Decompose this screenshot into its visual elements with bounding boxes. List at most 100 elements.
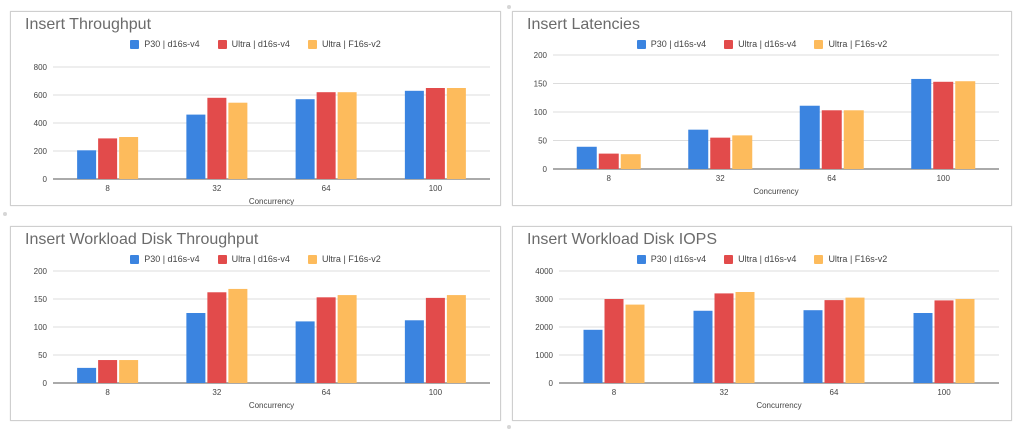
corner-dot xyxy=(507,5,511,9)
bar xyxy=(425,297,445,383)
legend-label: Ultra | d16s-v4 xyxy=(738,39,797,49)
legend-label: Ultra | F16s-v2 xyxy=(828,254,888,264)
bar xyxy=(404,320,424,383)
chart-title: Insert Workload Disk Throughput xyxy=(25,231,259,248)
legend-label: Ultra | F16s-v2 xyxy=(828,39,888,49)
bar xyxy=(732,135,753,169)
bar xyxy=(824,300,844,383)
x-tick-label: 8 xyxy=(105,388,110,397)
legend-swatch xyxy=(217,254,227,264)
bar xyxy=(845,297,865,383)
chart-plot: 0 50 100 150 200 8 32 64 100 Concurrency xyxy=(534,51,999,196)
legend-label: Ultra | d16s-v4 xyxy=(231,254,290,264)
bar xyxy=(688,129,709,169)
chart-plot: 0 200 400 600 800 8 32 64 100 Concurrency xyxy=(34,63,490,205)
legend-swatch xyxy=(130,254,140,264)
bar xyxy=(843,110,864,169)
y-tick-label: 50 xyxy=(38,351,47,360)
bar xyxy=(911,78,932,169)
x-tick-label: 32 xyxy=(720,388,729,397)
bar xyxy=(714,293,734,383)
x-tick-label: 8 xyxy=(612,388,617,397)
chart-panel-insert-latencies: Insert Latencies P30 | d16s-v4 Ultra | d… xyxy=(512,11,1012,206)
y-tick-label: 3000 xyxy=(535,295,553,304)
corner-dot xyxy=(3,212,7,216)
bar xyxy=(186,114,206,179)
bar xyxy=(583,329,603,383)
y-tick-label: 200 xyxy=(534,51,548,60)
legend-label: P30 | d16s-v4 xyxy=(650,39,707,49)
x-tick-label: 100 xyxy=(429,184,443,193)
bar xyxy=(404,90,424,179)
y-tick-label: 0 xyxy=(543,165,548,174)
bar xyxy=(735,292,755,383)
bar xyxy=(799,105,820,169)
legend-swatch xyxy=(130,39,140,49)
chart-legend: P30 | d16s-v4 Ultra | d16s-v4 Ultra | F1… xyxy=(11,254,500,264)
y-tick-label: 0 xyxy=(43,175,48,184)
bar xyxy=(625,304,645,383)
bar xyxy=(955,299,975,383)
chart-plot: 0 1000 2000 3000 4000 8 32 64 100 Concurrency xyxy=(535,267,999,410)
y-tick-label: 0 xyxy=(549,379,554,388)
bar xyxy=(576,146,597,169)
x-axis-title: Concurrency xyxy=(249,401,294,410)
bar xyxy=(186,313,206,383)
chart-legend: P30 | d16s-v4 Ultra | d16s-v4 Ultra | F1… xyxy=(513,254,1011,264)
x-tick-label: 64 xyxy=(322,184,331,193)
bar xyxy=(316,92,336,179)
x-tick-label: 32 xyxy=(212,388,221,397)
x-tick-label: 100 xyxy=(937,174,951,183)
y-tick-label: 0 xyxy=(43,379,48,388)
legend-label: Ultra | d16s-v4 xyxy=(231,39,290,49)
legend-swatch xyxy=(814,254,824,264)
chart-legend: P30 | d16s-v4 Ultra | d16s-v4 Ultra | F1… xyxy=(513,39,1011,49)
x-tick-label: 8 xyxy=(105,184,110,193)
bar xyxy=(425,88,445,179)
legend-item: Ultra | F16s-v2 xyxy=(307,39,381,49)
legend-swatch xyxy=(217,39,227,49)
x-tick-label: 100 xyxy=(937,388,951,397)
bar xyxy=(295,321,315,383)
y-tick-label: 200 xyxy=(34,267,48,276)
bar xyxy=(933,81,954,169)
y-tick-label: 100 xyxy=(34,323,48,332)
bar xyxy=(77,367,97,383)
legend-item: Ultra | d16s-v4 xyxy=(724,39,796,49)
chart-panel-disk-iops: Insert Workload Disk IOPS P30 | d16s-v4 … xyxy=(512,226,1012,421)
legend-swatch xyxy=(636,39,646,49)
y-tick-label: 150 xyxy=(534,80,548,89)
bar xyxy=(98,360,118,383)
bar xyxy=(228,102,248,179)
legend-label: Ultra | F16s-v2 xyxy=(321,39,381,49)
x-tick-label: 8 xyxy=(607,174,612,183)
y-tick-label: 1000 xyxy=(535,351,553,360)
legend-label: P30 | d16s-v4 xyxy=(650,254,707,264)
legend-label: P30 | d16s-v4 xyxy=(144,39,200,49)
legend-item: P30 | d16s-v4 xyxy=(130,39,200,49)
legend-swatch xyxy=(636,254,646,264)
bar xyxy=(803,310,823,383)
legend-item: Ultra | F16s-v2 xyxy=(814,39,887,49)
legend-swatch xyxy=(724,254,734,264)
legend-item: Ultra | F16s-v2 xyxy=(814,254,887,264)
chart-title: Insert Throughput xyxy=(25,16,152,33)
legend-item: Ultra | d16s-v4 xyxy=(217,39,290,49)
bar xyxy=(693,310,713,383)
x-tick-label: 64 xyxy=(322,388,331,397)
bar xyxy=(207,97,227,179)
legend-label: P30 | d16s-v4 xyxy=(144,254,200,264)
bar xyxy=(821,110,842,169)
bar xyxy=(77,150,97,179)
legend-label: Ultra | F16s-v2 xyxy=(321,254,381,264)
x-tick-label: 32 xyxy=(716,174,725,183)
bar xyxy=(934,300,954,383)
bar xyxy=(446,88,466,179)
chart-panel-disk-throughput: Insert Workload Disk Throughput P30 | d1… xyxy=(10,226,501,421)
x-tick-label: 32 xyxy=(212,184,221,193)
x-axis-title: Concurrency xyxy=(249,197,294,205)
x-axis-title: Concurrency xyxy=(756,401,801,410)
legend-label: Ultra | d16s-v4 xyxy=(738,254,797,264)
bar xyxy=(620,154,641,169)
bar xyxy=(604,299,624,383)
